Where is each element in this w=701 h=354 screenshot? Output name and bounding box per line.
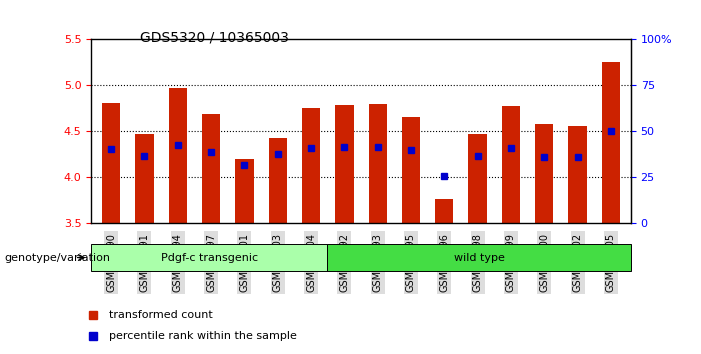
Bar — [502, 106, 520, 223]
Text: transformed count: transformed count — [109, 310, 213, 320]
Bar — [535, 124, 553, 223]
FancyBboxPatch shape — [91, 244, 327, 271]
Text: wild type: wild type — [454, 252, 505, 263]
Text: percentile rank within the sample: percentile rank within the sample — [109, 331, 297, 341]
FancyBboxPatch shape — [327, 244, 631, 271]
Bar — [169, 88, 187, 223]
Bar — [135, 134, 154, 223]
Bar — [268, 138, 287, 223]
Bar — [302, 108, 320, 223]
Bar — [102, 103, 121, 223]
Bar — [468, 134, 486, 223]
Text: GDS5320 / 10365003: GDS5320 / 10365003 — [140, 30, 289, 44]
Bar — [202, 114, 220, 223]
Bar — [402, 117, 420, 223]
Text: Pdgf-c transgenic: Pdgf-c transgenic — [161, 252, 258, 263]
Bar — [369, 104, 387, 223]
Bar — [335, 105, 353, 223]
Bar — [435, 199, 454, 223]
Bar — [601, 62, 620, 223]
Bar — [569, 126, 587, 223]
Text: genotype/variation: genotype/variation — [5, 252, 111, 263]
Bar — [236, 159, 254, 223]
